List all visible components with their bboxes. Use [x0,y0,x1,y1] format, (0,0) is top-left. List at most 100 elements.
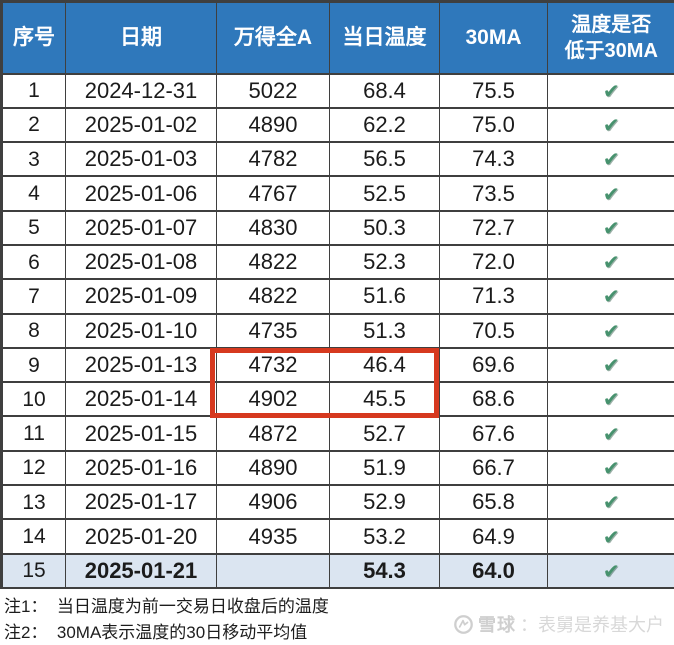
cell-temp: 51.6 [329,278,440,315]
cell-check: ✔ [547,175,674,212]
cell-no: 6 [0,243,66,281]
cell-no: 5 [0,209,66,246]
cell-no: 10 [0,381,66,418]
cell-date: 2025-01-10 [65,312,217,349]
cell-date: 2025-01-21 [65,552,217,589]
cell-temp: 53.2 [329,518,440,555]
check-icon: ✔ [602,114,620,137]
table-row: 10 2025-01-14 4902 45.5 68.6 ✔ [0,381,674,418]
cell-date: 2025-01-09 [65,278,217,315]
cell-ma: 65.8 [439,484,548,521]
cell-date: 2025-01-07 [65,209,217,246]
xueqiu-watermark: 雪球 ：表舅是养基大户 [453,611,664,637]
cell-ma: 67.6 [439,415,548,452]
cell-check: ✔ [547,449,674,487]
cell-ma: 71.3 [439,278,548,315]
cell-ma: 75.0 [439,106,548,144]
cell-check: ✔ [547,484,674,521]
check-icon: ✔ [602,149,620,172]
cell-no: 2 [0,106,66,144]
cell-check: ✔ [547,243,674,281]
cell-no: 4 [0,175,66,212]
table-row: 11 2025-01-15 4872 52.7 67.6 ✔ [0,415,674,452]
cell-no: 8 [0,312,66,349]
cell-no: 14 [0,518,66,555]
cell-no: 15 [0,552,66,589]
cell-temp: 52.3 [329,243,440,281]
cell-ma: 72.7 [439,209,548,246]
cell-date: 2025-01-03 [65,141,217,178]
table-row: 1 2024-12-31 5022 68.4 75.5 ✔ [0,72,674,109]
cell-temp: 51.9 [329,449,440,487]
cell-check: ✔ [547,518,674,555]
check-icon: ✔ [602,492,620,515]
header-day-temperature: 当日温度 [329,0,440,75]
table-row: 7 2025-01-09 4822 51.6 71.3 ✔ [0,278,674,315]
cell-check: ✔ [547,312,674,349]
cell-temp: 54.3 [329,552,440,589]
cell-check: ✔ [547,106,674,144]
cell-ma: 73.5 [439,175,548,212]
cell-wind: 4732 [216,346,330,384]
cell-check: ✔ [547,381,674,418]
watermark-slogan: ：表舅是养基大户 [520,615,664,635]
cell-no: 11 [0,415,66,452]
check-icon: ✔ [602,423,620,446]
cell-wind: 4822 [216,243,330,281]
cell-wind: 4782 [216,141,330,178]
cell-date: 2025-01-13 [65,346,217,384]
cell-date: 2025-01-02 [65,106,217,144]
check-icon: ✔ [602,286,620,309]
cell-date: 2024-12-31 [65,72,217,109]
cell-wind: 4902 [216,381,330,418]
cell-wind: 4767 [216,175,330,212]
cell-check: ✔ [547,278,674,315]
cell-temp: 46.4 [329,346,440,384]
cell-temp: 50.3 [329,209,440,246]
header-row: 序号 日期 万得全A 当日温度 30MA 温度是否低于30MA [0,0,674,75]
cell-ma: 64.0 [439,552,548,589]
table-row: 14 2025-01-20 4935 53.2 64.9 ✔ [0,518,674,555]
cell-temp: 45.5 [329,381,440,418]
cell-temp: 68.4 [329,72,440,109]
cell-no: 13 [0,484,66,521]
table-row: 5 2025-01-07 4830 50.3 72.7 ✔ [0,209,674,246]
check-icon: ✔ [602,389,620,412]
cell-ma: 75.5 [439,72,548,109]
table-row: 9 2025-01-13 4732 46.4 69.6 ✔ [0,346,674,384]
cell-no: 1 [0,72,66,109]
header-date: 日期 [65,0,217,75]
cell-wind: 4830 [216,209,330,246]
cell-no: 9 [0,346,66,384]
table-row: 4 2025-01-06 4767 52.5 73.5 ✔ [0,175,674,212]
cell-ma: 72.0 [439,243,548,281]
cell-check: ✔ [547,209,674,246]
cell-check: ✔ [547,552,674,589]
cell-temp: 56.5 [329,141,440,178]
cell-no: 3 [0,141,66,178]
cell-check: ✔ [547,346,674,384]
cell-ma: 64.9 [439,518,548,555]
footnote-2: 注2： 30MA表示温度的30日移动平均值 [4,622,308,642]
cell-check: ✔ [547,415,674,452]
cell-wind: 4935 [216,518,330,555]
table-row: 12 2025-01-16 4890 51.9 66.7 ✔ [0,449,674,487]
cell-wind: 4890 [216,449,330,487]
check-icon: ✔ [602,355,620,378]
check-icon: ✔ [602,80,620,103]
cell-date: 2025-01-08 [65,243,217,281]
footnote-1: 注1： 当日温度为前一交易日收盘后的温度 [4,596,329,616]
temperature-table: 序号 日期 万得全A 当日温度 30MA 温度是否低于30MA 1 2024-12… [0,0,674,589]
check-icon: ✔ [602,217,620,240]
header-30ma: 30MA [439,0,548,75]
cell-no: 7 [0,278,66,315]
watermark-brand: 雪球 [478,615,516,635]
cell-wind: 4735 [216,312,330,349]
check-icon: ✔ [602,183,620,206]
cell-date: 2025-01-17 [65,484,217,521]
table-row: 3 2025-01-03 4782 56.5 74.3 ✔ [0,141,674,178]
table-row: 8 2025-01-10 4735 51.3 70.5 ✔ [0,312,674,349]
cell-date: 2025-01-16 [65,449,217,487]
table-row: 15 2025-01-21 54.3 64.0 ✔ [0,552,674,589]
